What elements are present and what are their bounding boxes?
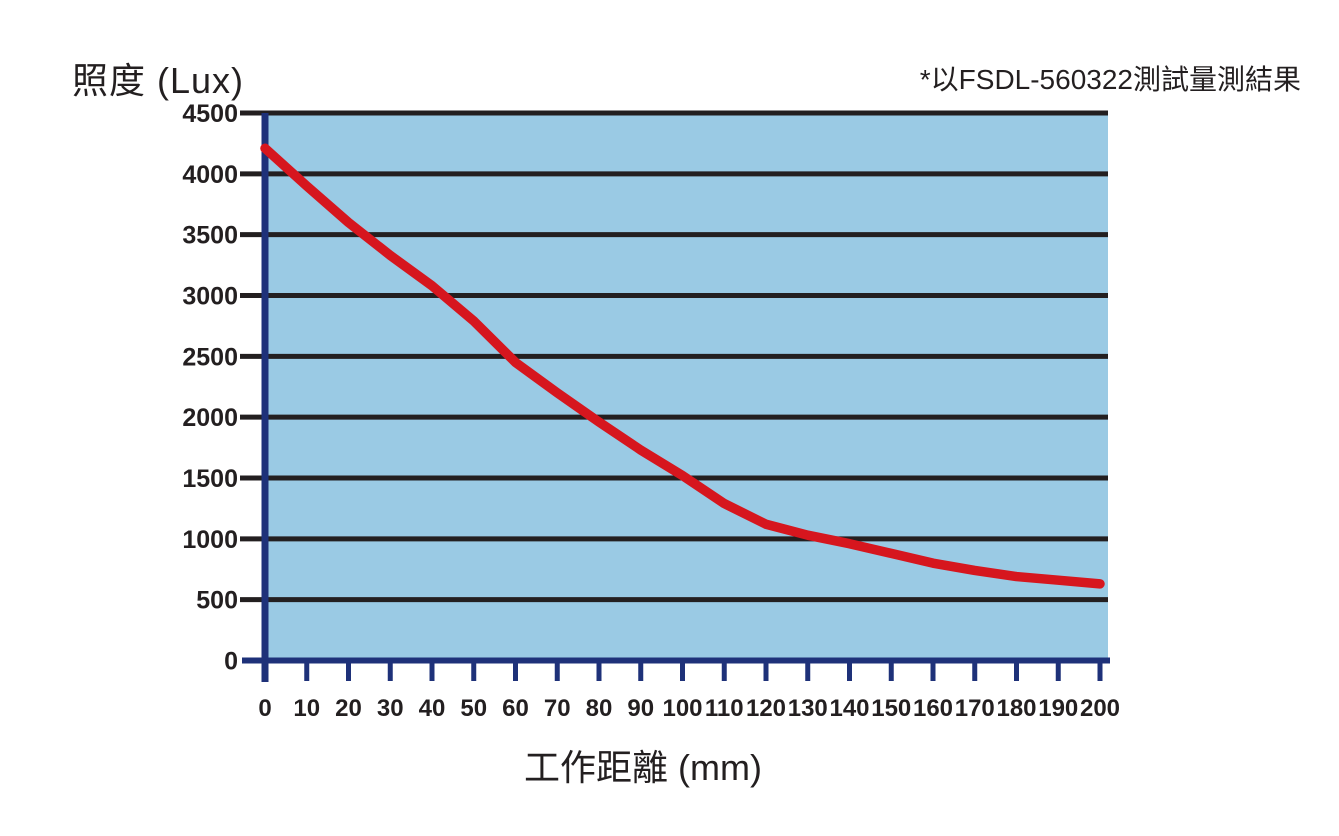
measurement-note: *以FSDL-560322測試量測結果	[919, 64, 1301, 95]
x-tick-label: 160	[913, 695, 953, 722]
plot-area	[262, 113, 1108, 661]
x-tick-label: 0	[258, 695, 271, 722]
x-tick-label: 180	[996, 695, 1036, 722]
x-tick-label: 30	[377, 695, 404, 722]
y-tick-label: 1000	[182, 526, 238, 554]
y-tick-label: 500	[196, 587, 238, 615]
y-tick-label: 2000	[182, 404, 238, 432]
x-tick-label: 200	[1080, 695, 1120, 722]
x-tick-label: 20	[335, 695, 362, 722]
y-tick-label: 4000	[182, 161, 238, 189]
y-tick-label: 3000	[182, 283, 238, 311]
x-tick-label: 190	[1038, 695, 1078, 722]
x-tick-label: 60	[502, 695, 529, 722]
y-axis-title: 照度 (Lux)	[72, 60, 245, 101]
x-tick-label: 170	[955, 695, 995, 722]
x-axis-title: 工作距離 (mm)	[524, 747, 762, 788]
illuminance-curve	[260, 143, 1105, 589]
x-tick-label: 50	[460, 695, 487, 722]
y-tick-label: 4500	[182, 100, 238, 128]
x-tick-label: 110	[705, 695, 744, 722]
y-tick-label: 3500	[182, 222, 238, 250]
y-tick-labels: 0 500 1000 1500 2000 2500 3000 3500 4000 4500	[182, 100, 238, 676]
x-tick-label: 150	[871, 695, 911, 722]
x-tick-label: 140	[829, 695, 869, 722]
x-tick-label: 40	[419, 695, 446, 722]
x-tick-labels: 0 10 20 30 40 50 60 70 80 90 100 110 120 130 140 150 160…	[258, 695, 1120, 722]
x-tick-label: 70	[544, 695, 571, 722]
y-tick-label: 0	[224, 648, 238, 676]
x-tick-label: 10	[293, 695, 320, 722]
x-ticks	[262, 663, 1103, 681]
gridlines	[240, 110, 1108, 603]
x-tick-label: 80	[586, 695, 613, 722]
x-tick-label: 100	[662, 695, 702, 722]
y-tick-label: 1500	[182, 465, 238, 493]
x-tick-label: 90	[627, 695, 654, 722]
x-tick-label: 120	[746, 695, 786, 722]
y-tick-label: 2500	[182, 343, 238, 371]
x-tick-label: 130	[788, 695, 828, 722]
